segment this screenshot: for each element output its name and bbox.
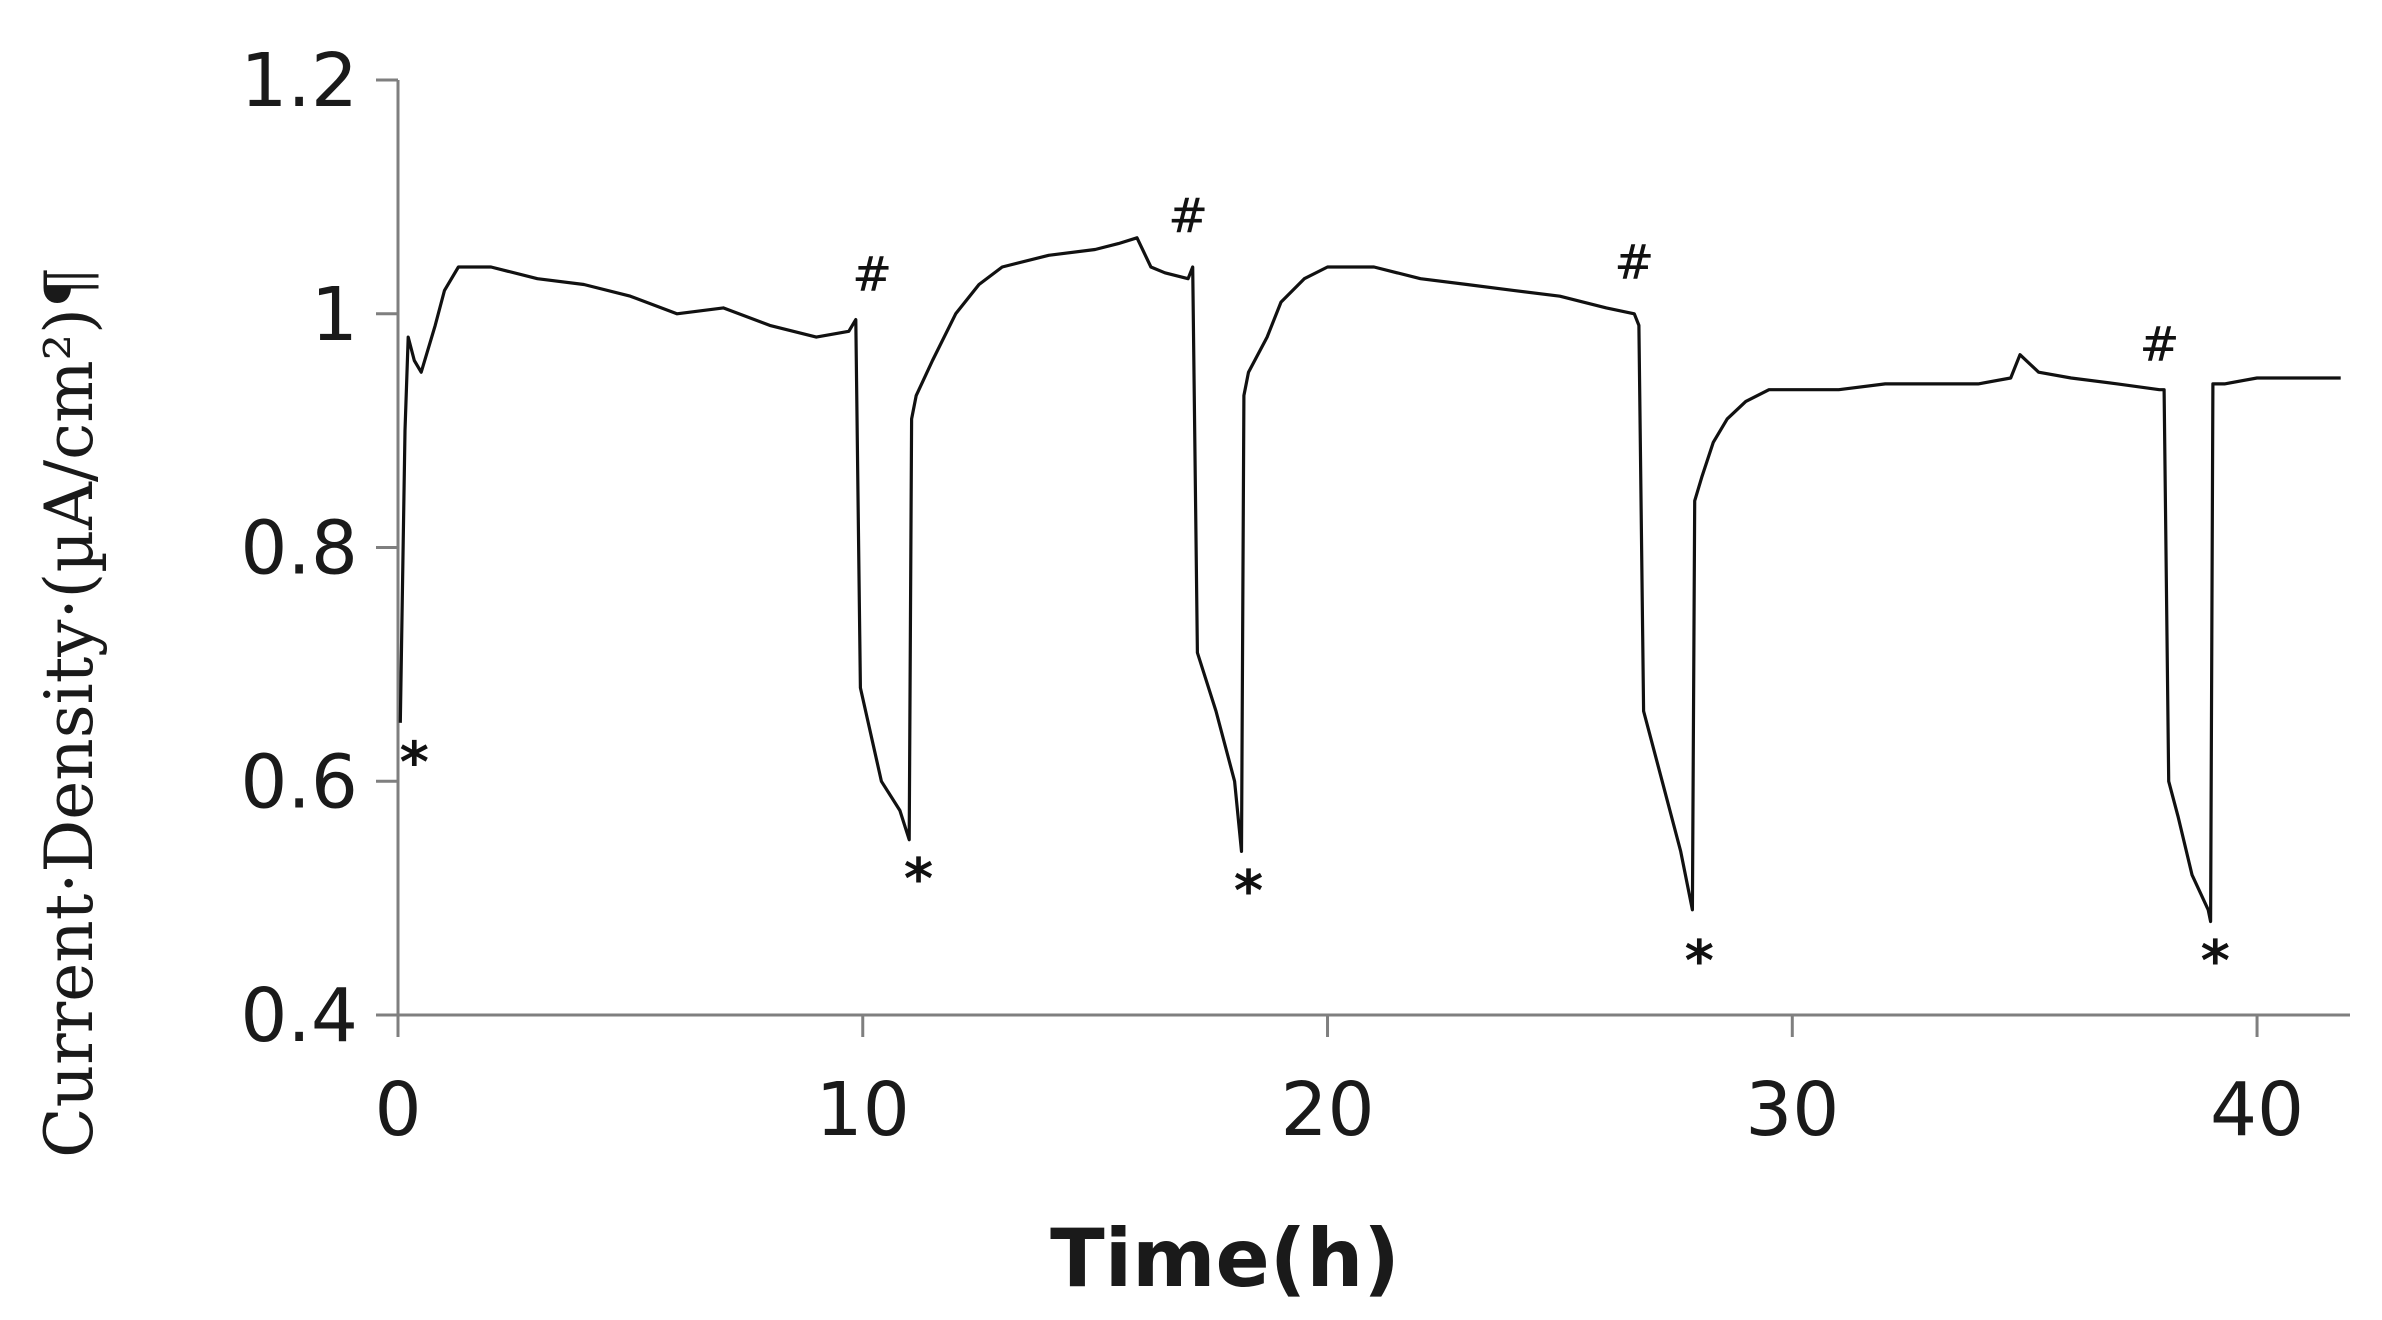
annotation-asterisk: * [2201, 929, 2230, 994]
y-axis-label: Current·Density·(µA/cm²)¶ [31, 266, 108, 1158]
y-tick-label: 0.4 [240, 973, 358, 1059]
x-tick-label: 20 [1280, 1067, 1374, 1153]
x-tick-label: 30 [1745, 1067, 1839, 1153]
annotation-asterisk: * [904, 847, 933, 912]
x-tick-label: 40 [2210, 1067, 2304, 1153]
annotation-asterisk: * [400, 730, 429, 795]
annotation-asterisk: * [1234, 859, 1263, 924]
y-tick-label: 1.2 [240, 38, 358, 124]
annotation-asterisk: * [1685, 929, 1714, 994]
x-ticks: 0 10 20 30 40 [374, 1015, 2304, 1153]
y-tick-label: 0.8 [240, 506, 358, 592]
series-group [398, 236, 2341, 924]
annotations: * # * # * # * # * [400, 188, 2230, 994]
axes [396, 80, 2350, 1017]
annotation-hash: # [2139, 317, 2179, 373]
y-tick-label: 1 [311, 272, 358, 358]
annotation-hash: # [1614, 235, 1654, 291]
x-tick-label: 0 [374, 1067, 421, 1153]
annotation-hash: # [852, 246, 892, 302]
x-tick-label: 10 [816, 1067, 910, 1153]
y-tick-label: 0.6 [240, 739, 358, 825]
y-ticks: 0.4 0.6 0.8 1 1.2 [240, 38, 398, 1059]
x-axis-label: Time(h) [1050, 1212, 1400, 1305]
series-line-1 [398, 236, 2341, 924]
annotation-hash: # [1168, 188, 1208, 244]
